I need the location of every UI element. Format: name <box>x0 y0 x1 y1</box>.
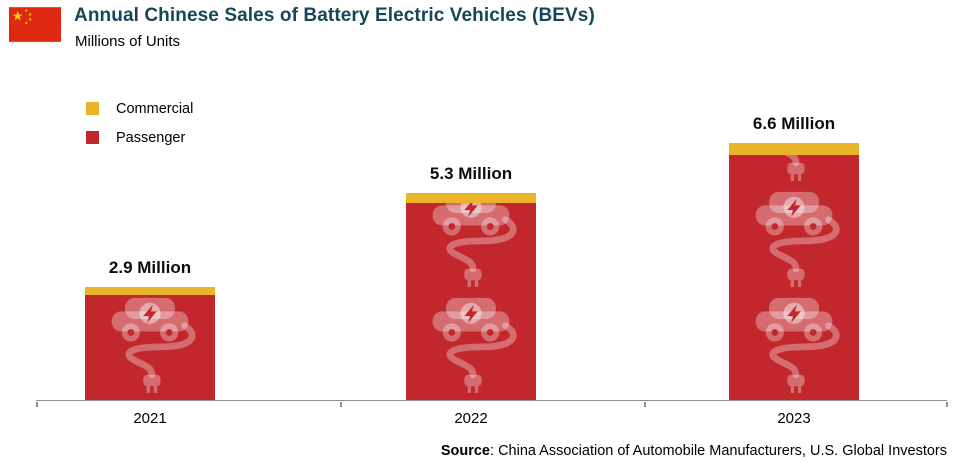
commercial-swatch <box>86 102 99 115</box>
commercial-segment <box>729 143 859 155</box>
legend-item-commercial: Commercial <box>86 94 193 123</box>
source-text: : China Association of Automobile Manufa… <box>490 443 947 459</box>
x-axis-label: 2022 <box>454 410 488 427</box>
commercial-segment <box>406 193 536 203</box>
ev-car-icons <box>423 193 519 397</box>
bar-group-2023: 6.6 Million 2023 <box>729 114 859 427</box>
ev-car-cable-icon <box>432 193 517 287</box>
bar-2022 <box>406 193 536 400</box>
axis-tick <box>340 402 342 407</box>
bar-value-label: 6.6 Million <box>752 114 836 133</box>
ev-car-cable-icon <box>755 191 840 287</box>
source-note: Source: China Association of Automobile … <box>441 443 947 459</box>
axis-tick <box>946 402 948 407</box>
bar-group-2022: 5.3 Million 2022 <box>406 138 536 427</box>
ev-car-cable-icon <box>111 297 196 393</box>
ev-car-cable-icon <box>769 143 805 181</box>
axis-tick <box>644 402 646 407</box>
ev-car-cable-icon <box>755 297 840 393</box>
bar-2023 <box>729 143 859 400</box>
legend: Commercial Passenger <box>86 94 193 152</box>
ev-car-cable-icon <box>432 297 517 393</box>
x-axis-label: 2021 <box>133 410 167 427</box>
x-axis-line <box>36 400 947 401</box>
bar-group-2021: 2.9 Million 2021 <box>85 138 215 427</box>
commercial-segment <box>85 287 215 295</box>
x-axis-label: 2023 <box>777 410 811 427</box>
page-subtitle: Millions of Units <box>75 33 181 50</box>
bar-2021 <box>85 287 215 400</box>
bar-value-label: 5.3 Million <box>429 164 513 183</box>
legend-label: Commercial <box>116 100 194 117</box>
legend-label: Passenger <box>116 129 186 146</box>
ev-car-icons <box>746 143 842 397</box>
legend-item-passenger: Passenger <box>86 123 193 152</box>
bar-value-label: 2.9 Million <box>108 258 192 277</box>
china-flag-icon <box>9 7 61 42</box>
axis-tick <box>36 402 38 407</box>
source-label: Source <box>440 443 491 459</box>
passenger-swatch <box>86 131 99 144</box>
ev-car-icons <box>102 291 198 397</box>
page-title: Annual Chinese Sales of Battery Electric… <box>74 5 595 26</box>
bar-chart-plot: 2.9 Million 2021 5.3 Million <box>0 114 959 427</box>
